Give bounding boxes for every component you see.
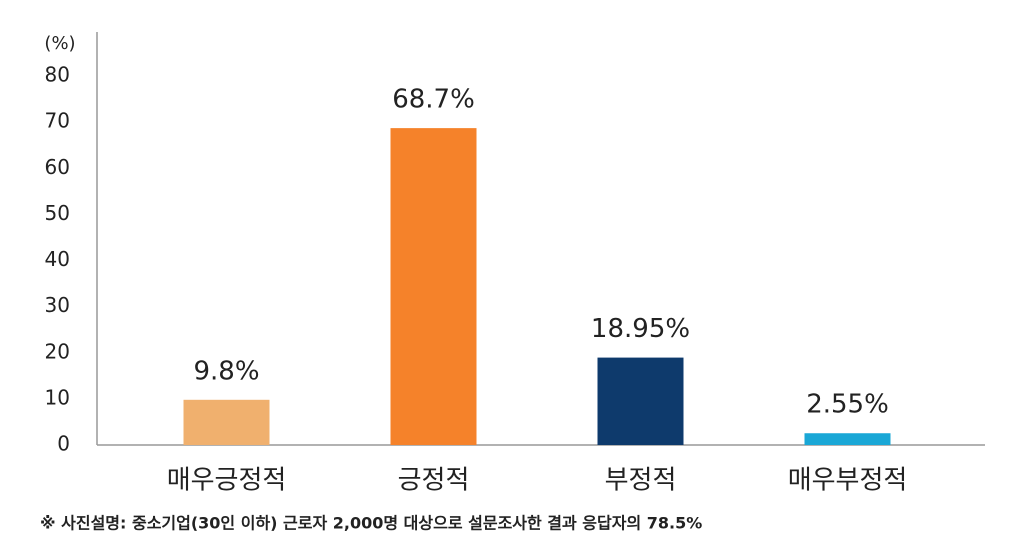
bar bbox=[183, 399, 270, 445]
value-label: 68.7% bbox=[392, 85, 475, 115]
y-tick-label: 70 bbox=[45, 109, 70, 133]
y-tick-label: 60 bbox=[45, 155, 70, 179]
x-tick-label: 매우긍정적 bbox=[167, 466, 287, 496]
value-label: 9.8% bbox=[193, 356, 259, 386]
y-tick-label: 80 bbox=[45, 63, 70, 87]
y-tick-label: 40 bbox=[45, 247, 70, 271]
value-label: 18.95% bbox=[591, 314, 690, 344]
bar bbox=[804, 433, 891, 445]
x-tick-label: 긍정적 bbox=[398, 466, 470, 496]
bar bbox=[597, 357, 684, 445]
y-tick-label: 50 bbox=[45, 201, 70, 225]
y-unit-label: (%) bbox=[44, 33, 75, 54]
y-tick-label: 20 bbox=[45, 339, 70, 363]
footnote: ※ 사진설명: 중소기업(30인 이하) 근로자 2,000명 대상으로 설문조… bbox=[40, 514, 702, 533]
bar bbox=[390, 128, 477, 445]
x-tick-label: 부정적 bbox=[605, 466, 677, 496]
x-tick-label: 매우부정적 bbox=[788, 466, 908, 496]
y-tick-label: 10 bbox=[45, 385, 70, 409]
y-tick-label: 30 bbox=[45, 293, 70, 317]
y-tick-label: 0 bbox=[57, 432, 70, 456]
value-label: 2.55% bbox=[806, 390, 889, 420]
